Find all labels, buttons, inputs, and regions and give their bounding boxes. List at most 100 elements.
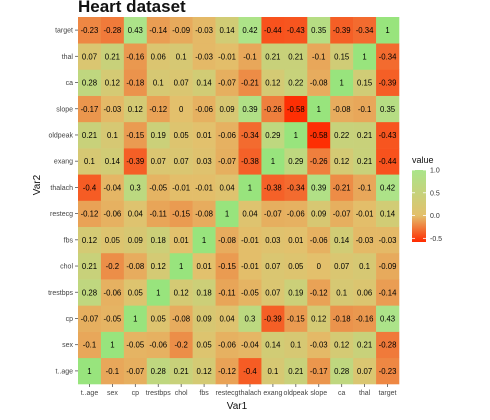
cell-value-label: -0.17	[81, 105, 99, 114]
legend-tick-label: 1.0	[430, 168, 440, 175]
cell-value-label: -0.2	[106, 262, 119, 271]
cell-value-label: 0.05	[197, 341, 213, 350]
heatmap-cell	[146, 148, 171, 175]
cell-value-label: 0.12	[151, 262, 166, 271]
y-tick-label: thalach	[50, 185, 73, 192]
heatmap-cell	[284, 17, 308, 44]
heatmap-cell	[353, 331, 377, 359]
heatmap-cell	[192, 226, 216, 254]
heatmap-cell	[78, 43, 102, 70]
heatmap-cell	[307, 17, 331, 44]
heatmap-cell	[307, 121, 331, 149]
cell-value-label: -0.14	[379, 288, 397, 297]
cell-value-label: 0.12	[334, 341, 349, 350]
cell-value-label: -0.01	[218, 52, 236, 61]
heatmap-cells: 1 -0.1 -0.07 0.28 0.21 0.12 -0.12 -0.4 0.1 0.21 -0…	[78, 17, 400, 385]
heatmap-cell	[169, 200, 193, 228]
cell-value-label: -0.07	[218, 157, 236, 166]
cell-value-label: -0.1	[312, 52, 325, 61]
cell-value-label: -0.01	[195, 183, 213, 192]
cell-value-label: 0.1	[176, 52, 187, 61]
cell-value-label: 0.14	[334, 236, 350, 245]
heatmap-cell	[307, 200, 331, 228]
cell-value-label: 1	[133, 314, 137, 323]
heatmap-cell	[238, 305, 262, 332]
cell-value-label: 0.21	[265, 52, 280, 61]
cell-value-label: 0.43	[128, 26, 143, 35]
cell-value-label: -0.15	[287, 314, 305, 323]
cell-value-label: -0.05	[241, 288, 259, 297]
heatmap-cell	[78, 148, 102, 175]
heatmap-cell	[330, 17, 354, 44]
y-tick-label: thal	[62, 54, 74, 61]
heatmap-cell	[78, 357, 102, 385]
cell-value-label: -0.07	[218, 79, 236, 88]
heatmap-cell	[238, 357, 262, 385]
heatmap-cell	[284, 95, 308, 123]
heatmap-cell	[169, 174, 193, 201]
heatmap-cell	[261, 279, 285, 306]
heatmap-cell	[307, 148, 331, 175]
x-tick-label: t..age	[81, 390, 99, 397]
cell-value-label: 0.07	[174, 79, 189, 88]
heatmap-cell	[146, 357, 171, 385]
heatmap-cell	[192, 174, 216, 201]
heatmap-cell	[146, 331, 171, 359]
heatmap-cell	[376, 148, 400, 175]
cell-value-label: 0.07	[357, 367, 372, 376]
cell-value-label: 0.03	[197, 157, 212, 166]
cell-value-label: 0.07	[82, 52, 97, 61]
cell-value-label: -0.05	[126, 341, 144, 350]
cell-value-label: -0.07	[126, 367, 144, 376]
heatmap-cell	[169, 17, 193, 44]
heatmap-cell	[78, 69, 102, 96]
cell-value-label: 0.04	[219, 183, 235, 192]
heatmap-cell	[169, 226, 193, 254]
legend-tick-label: 0.5	[430, 190, 440, 197]
heatmap-cell	[169, 279, 193, 306]
heatmap-cell	[261, 226, 285, 254]
cell-value-label: 0.12	[334, 157, 349, 166]
cell-value-label: 0.21	[174, 367, 189, 376]
heatmap-cell	[330, 95, 354, 123]
heatmap-cell	[284, 252, 308, 280]
cell-value-label: 0.1	[336, 288, 347, 297]
heatmap-cell	[307, 95, 331, 123]
heatmap-cell	[192, 148, 216, 175]
heatmap-cell	[353, 305, 377, 332]
cell-value-label: 0.05	[288, 262, 304, 271]
cell-value-label: 1	[202, 236, 206, 245]
heatmap-cell	[261, 252, 285, 280]
x-tick-label: trestbps	[146, 390, 171, 397]
heatmap-cell	[123, 43, 148, 70]
heatmap-cell	[353, 174, 377, 201]
heatmap-cell	[330, 200, 354, 228]
heatmap-cell	[238, 331, 262, 359]
cell-value-label: -0.06	[149, 341, 167, 350]
heatmap-cell	[330, 331, 354, 359]
heatmap-cell	[215, 226, 239, 254]
heatmap-cell	[146, 43, 171, 70]
cell-value-label: -0.01	[241, 262, 259, 271]
y-tick-label: slope	[56, 106, 73, 113]
cell-value-label: -0.01	[241, 236, 259, 245]
heatmap-cell	[146, 69, 171, 96]
heatmap-cell	[261, 200, 285, 228]
heatmap-cell	[284, 279, 308, 306]
cell-value-label: -0.23	[379, 367, 397, 376]
legend-tick-label: -0.5	[430, 236, 442, 243]
heatmap-cell	[353, 357, 377, 385]
heatmap-cell	[169, 121, 193, 149]
cell-value-label: 0.01	[174, 236, 189, 245]
heatmap-cell	[78, 252, 102, 280]
cell-value-label: -0.12	[81, 210, 99, 219]
cell-value-label: 1	[271, 157, 275, 166]
heatmap-cell	[238, 121, 262, 149]
x-tick-label: target	[379, 390, 397, 397]
heatmap-cell	[261, 357, 285, 385]
heatmap-cell	[100, 121, 125, 149]
cell-value-label: 0.14	[265, 341, 281, 350]
y-tick-label: restecg	[50, 211, 73, 218]
x-tick-label: sex	[107, 390, 118, 397]
heatmap-cell	[376, 95, 400, 123]
